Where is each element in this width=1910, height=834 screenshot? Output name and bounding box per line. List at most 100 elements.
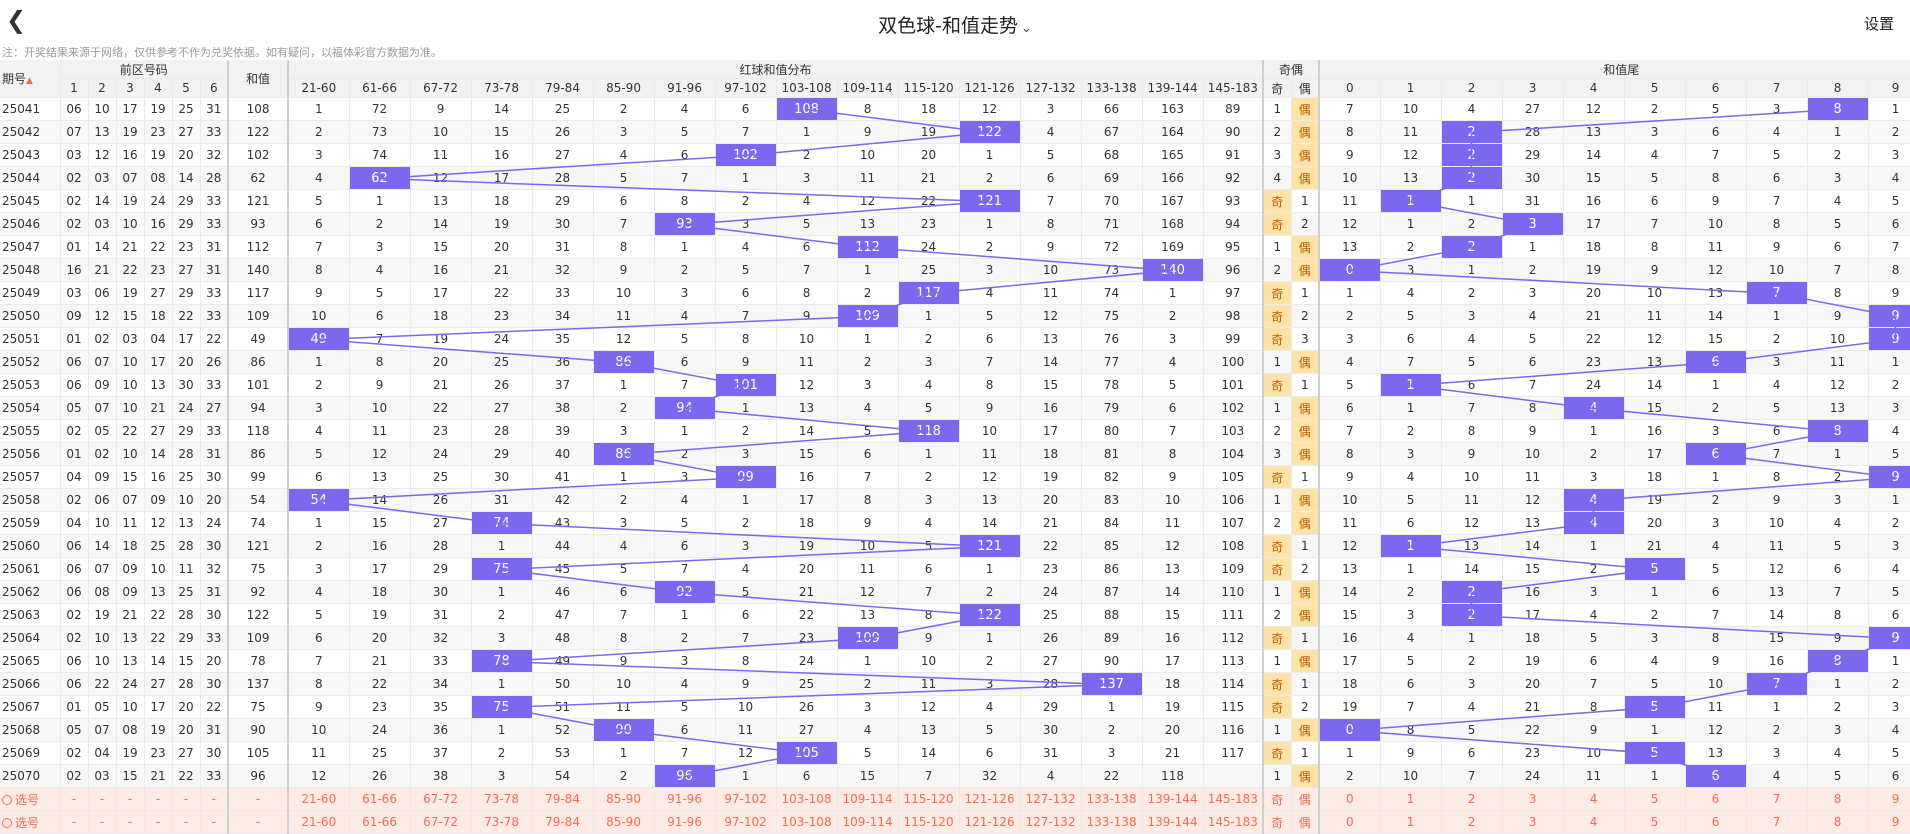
select-front-cell[interactable]: - [200, 810, 230, 834]
draw-row[interactable]: 25068 05 07 08 19 20 31 90 10 24 36 1 52 90 6 11 27 4 13 5 3… [0, 718, 1910, 742]
select-front-cell[interactable]: - [144, 810, 173, 834]
draw-row[interactable]: 25062 06 08 09 13 25 31 92 4 18 30 1 46 6 92 5 21 12 7 2 24 8… [0, 580, 1910, 604]
draw-row[interactable]: 25045 02 14 19 24 29 33 121 5 1 13 18 29 6 8 2 4 12 22 121 7… [0, 189, 1910, 213]
draw-row[interactable]: 25066 06 22 24 27 28 30 137 8 22 34 1 50 10 4 9 25 2 11 3 28… [0, 672, 1910, 696]
select-range-cell[interactable]: 73-78 [471, 810, 533, 834]
select-tail-cell[interactable]: 3 [1502, 810, 1564, 834]
draw-row[interactable]: 25052 06 07 10 17 20 26 86 1 8 20 25 36 86 6 9 11 2 3 7 14 77… [0, 350, 1910, 374]
sort-asc-icon[interactable]: ▲ [26, 76, 33, 86]
select-range-cell[interactable]: 79-84 [532, 787, 594, 811]
select-tail-cell[interactable]: 4 [1563, 810, 1625, 834]
draw-row[interactable]: 25049 03 06 19 27 29 33 117 9 5 17 22 33 10 3 6 8 2 117 4 11… [0, 281, 1910, 305]
draw-row[interactable]: 25055 02 05 22 27 29 33 118 4 11 23 28 39 3 1 2 14 5 118 10… [0, 419, 1910, 443]
draw-row[interactable]: 25054 05 07 10 21 24 27 94 3 10 22 27 38 2 94 1 13 4 5 9 16 7… [0, 396, 1910, 420]
draw-row[interactable]: 25046 02 03 10 16 29 33 93 6 2 14 19 30 7 93 3 5 13 23 1 8 71… [0, 212, 1910, 236]
draw-row[interactable]: 25048 16 21 22 23 27 31 140 8 4 16 21 32 9 2 5 7 1 25 3 10 73… [0, 258, 1910, 282]
select-front-cell[interactable]: - [200, 787, 230, 811]
select-range-cell[interactable]: 115-120 [898, 810, 960, 834]
select-radio-icon[interactable] [2, 818, 12, 828]
draw-row[interactable]: 25044 02 03 07 08 14 28 62 4 62 12 17 28 5 7 1 3 11 21 2 6 69… [0, 166, 1910, 190]
select-range-cell[interactable]: 133-138 [1081, 810, 1143, 834]
select-tail-cell[interactable]: 3 [1502, 787, 1564, 811]
select-odd-cell[interactable]: 奇 [1263, 810, 1292, 834]
draw-row[interactable]: 25061 06 07 09 10 11 32 75 3 17 29 75 45 5 7 4 20 11 6 1 23 8… [0, 557, 1910, 581]
select-tail-cell[interactable]: 1 [1380, 787, 1442, 811]
draw-row[interactable]: 25060 06 14 18 25 28 30 121 2 16 28 1 44 4 6 3 19 10 5 121 2… [0, 534, 1910, 558]
select-even-cell[interactable]: 偶 [1291, 787, 1321, 811]
select-tail-cell[interactable]: 5 [1624, 787, 1686, 811]
select-odd-cell[interactable]: 奇 [1263, 787, 1292, 811]
select-range-cell[interactable]: 21-60 [288, 810, 350, 834]
select-number-row[interactable]: 选号 - - - - - - -21-60 61-66 67-72 73-78 79-84 85-90 9… [0, 810, 1910, 834]
select-range-cell[interactable]: 97-102 [715, 787, 777, 811]
select-range-cell[interactable]: 97-102 [715, 810, 777, 834]
select-even-cell[interactable]: 偶 [1291, 810, 1321, 834]
draw-row[interactable]: 25057 04 09 15 16 25 30 99 6 13 25 30 41 1 3 99 16 7 2 12 19… [0, 465, 1910, 489]
settings-button[interactable]: 设置 [1863, 15, 1894, 33]
select-range-cell[interactable]: 61-66 [349, 810, 411, 834]
select-range-cell[interactable]: 121-126 [959, 787, 1021, 811]
select-front-cell[interactable]: - [116, 787, 145, 811]
select-range-cell[interactable]: 85-90 [593, 810, 655, 834]
select-tail-cell[interactable]: 7 [1746, 810, 1808, 834]
select-range-cell[interactable]: 145-183 [1203, 787, 1265, 811]
draw-row[interactable]: 25047 01 14 21 22 23 31 112 7 3 15 20 31 8 1 4 6 112 24 2 9 7… [0, 235, 1910, 259]
draw-row[interactable]: 25042 07 13 19 23 27 33 122 2 73 10 15 26 3 5 7 1 9 19 122 4… [0, 120, 1910, 144]
select-number-row[interactable]: 选号 - - - - - - -21-60 61-66 67-72 73-78 79-84 85-90 9… [0, 787, 1910, 811]
draw-row[interactable]: 25058 02 06 07 09 10 20 54 54 14 26 31 42 2 4 1 17 8 3 13 20… [0, 488, 1910, 512]
select-tail-cell[interactable]: 9 [1868, 787, 1910, 811]
draw-row[interactable]: 25063 02 19 21 22 28 30 122 5 19 31 2 47 7 1 6 22 13 8 122 2… [0, 603, 1910, 627]
draw-row[interactable]: 25065 06 10 13 14 15 20 78 7 21 33 78 49 9 3 8 24 1 10 2 27 9… [0, 649, 1910, 673]
select-range-cell[interactable]: 85-90 [593, 787, 655, 811]
select-front-cell[interactable]: - [60, 810, 89, 834]
draw-row[interactable]: 25069 02 04 19 23 27 30 105 11 25 37 2 53 1 7 12 105 5 14 6… [0, 741, 1910, 765]
select-range-cell[interactable]: 109-114 [837, 787, 899, 811]
select-range-cell[interactable]: 21-60 [288, 787, 350, 811]
select-range-cell[interactable]: 145-183 [1203, 810, 1265, 834]
select-range-cell[interactable]: 139-144 [1142, 810, 1204, 834]
draw-row[interactable]: 25041 06 10 17 19 25 31 108 1 72 9 14 25 2 4 6 108 8 18 12 3… [0, 97, 1910, 121]
select-tail-cell[interactable]: 7 [1746, 787, 1808, 811]
select-range-cell[interactable]: 79-84 [532, 810, 594, 834]
draw-row[interactable]: 25070 02 03 15 21 22 33 96 12 26 38 3 54 2 96 1 6 15 7 32 4 2… [0, 764, 1910, 788]
select-front-cell[interactable]: - [88, 810, 117, 834]
select-radio-icon[interactable] [2, 795, 12, 805]
draw-row[interactable]: 25059 04 10 11 12 13 24 74 1 15 27 74 43 3 5 2 18 9 4 14 21 8… [0, 511, 1910, 535]
draw-row[interactable]: 25050 09 12 15 18 22 33 109 10 6 18 23 34 11 4 7 9 109 1 5 1… [0, 304, 1910, 328]
select-range-cell[interactable]: 109-114 [837, 810, 899, 834]
period-header[interactable]: 期号▲ [0, 60, 61, 98]
select-range-cell[interactable]: 127-132 [1020, 787, 1082, 811]
select-range-cell[interactable]: 61-66 [349, 787, 411, 811]
select-front-cell[interactable]: - [172, 787, 201, 811]
select-front-cell[interactable]: - [60, 787, 89, 811]
select-range-cell[interactable]: 103-108 [776, 787, 838, 811]
select-tail-cell[interactable]: 9 [1868, 810, 1910, 834]
select-range-cell[interactable]: 73-78 [471, 787, 533, 811]
select-range-cell[interactable]: 115-120 [898, 787, 960, 811]
select-tail-cell[interactable]: 2 [1441, 810, 1503, 834]
select-front-cell[interactable]: - [88, 787, 117, 811]
draw-row[interactable]: 25051 01 02 03 04 17 22 49 49 7 19 24 35 12 5 8 10 1 2 6 13 7… [0, 327, 1910, 351]
select-range-cell[interactable]: 103-108 [776, 810, 838, 834]
select-range-cell[interactable]: 67-72 [410, 787, 472, 811]
select-tail-cell[interactable]: 1 [1380, 810, 1442, 834]
select-front-cell[interactable]: - [144, 787, 173, 811]
select-tail-cell[interactable]: 5 [1624, 810, 1686, 834]
select-range-cell[interactable]: 91-96 [654, 810, 716, 834]
select-tail-cell[interactable]: 4 [1563, 787, 1625, 811]
select-tail-cell[interactable]: 6 [1685, 810, 1747, 834]
select-tail-cell[interactable]: 6 [1685, 787, 1747, 811]
select-front-cell[interactable]: - [116, 810, 145, 834]
select-tail-cell[interactable]: 0 [1319, 810, 1381, 834]
page-title[interactable]: 双色球-和值走势 ⌄ [878, 15, 1032, 37]
draw-row[interactable]: 25053 06 09 10 13 30 33 101 2 9 21 26 37 1 7 101 12 3 4 8 15… [0, 373, 1910, 397]
draw-row[interactable]: 25064 02 10 13 22 29 33 109 6 20 32 3 48 8 2 7 23 109 9 1 26… [0, 626, 1910, 650]
draw-row[interactable]: 25043 03 12 16 19 20 32 102 3 74 11 16 27 4 6 102 2 10 20 1… [0, 143, 1910, 167]
select-front-cell[interactable]: - [172, 810, 201, 834]
select-range-cell[interactable]: 121-126 [959, 810, 1021, 834]
draw-row[interactable]: 25067 01 05 10 17 20 22 75 9 23 35 75 51 11 5 10 26 3 12 4 2… [0, 695, 1910, 719]
select-range-cell[interactable]: 127-132 [1020, 810, 1082, 834]
select-tail-cell[interactable]: 0 [1319, 787, 1381, 811]
select-tail-cell[interactable]: 2 [1441, 787, 1503, 811]
back-icon[interactable]: ❮ [6, 6, 27, 34]
